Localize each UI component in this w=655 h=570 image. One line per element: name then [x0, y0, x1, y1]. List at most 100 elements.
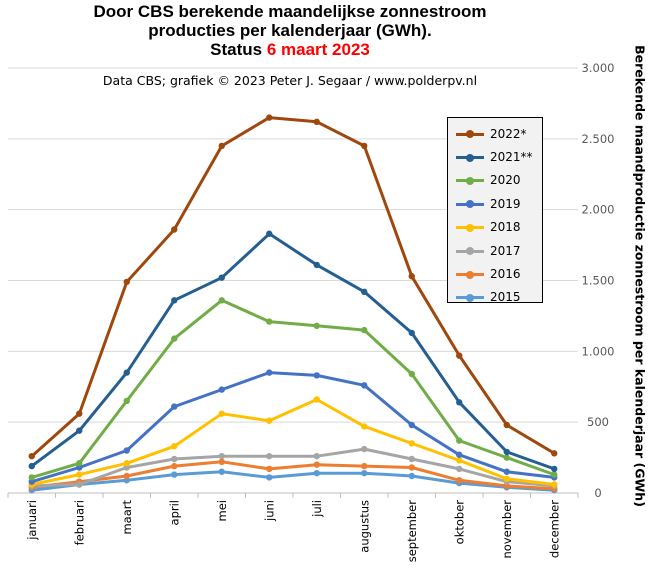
- data-point: [218, 468, 225, 475]
- series-line: [30, 298, 556, 479]
- data-point: [313, 469, 320, 477]
- legend-label: 2021**: [490, 150, 533, 165]
- y-axis-title-wrap: Berekende maandproductie zonnestroom per…: [628, 45, 652, 507]
- data-point: [76, 427, 83, 434]
- legend-label: 2016: [490, 267, 521, 282]
- y-tick-label: 1.500: [582, 274, 615, 288]
- x-tick-label: juli: [310, 500, 324, 518]
- data-point: [551, 450, 558, 457]
- x-tick-label: december: [547, 500, 561, 558]
- legend-item: 2022*: [456, 122, 542, 145]
- data-point: [408, 455, 415, 463]
- data-point: [361, 382, 368, 389]
- data-point: [361, 469, 368, 477]
- data-point: [408, 329, 415, 337]
- title-status-date: 6 maart 2023: [266, 40, 370, 59]
- legend-swatch: [456, 127, 484, 141]
- data-point: [361, 142, 368, 150]
- data-point: [408, 472, 415, 480]
- legend-swatch: [456, 244, 484, 258]
- series-layer: [28, 114, 558, 494]
- data-point: [266, 465, 273, 473]
- data-point: [266, 417, 273, 424]
- data-point: [551, 481, 558, 488]
- legend-item: 2021**: [456, 145, 542, 168]
- data-point: [123, 369, 130, 376]
- data-point: [171, 471, 178, 478]
- series-line: [30, 232, 556, 471]
- data-point: [76, 471, 83, 478]
- series-line: [30, 460, 556, 491]
- x-tick-label: augustus: [357, 500, 371, 553]
- data-point: [76, 410, 83, 417]
- legend-label: 2022*: [490, 126, 527, 141]
- data-point: [171, 297, 178, 304]
- data-point: [456, 465, 463, 473]
- x-tick-label: maart: [120, 500, 134, 535]
- data-point: [456, 477, 463, 484]
- series-2018: [28, 396, 558, 488]
- data-point: [503, 448, 510, 456]
- data-point: [218, 386, 225, 393]
- y-tick-label: 1.000: [582, 344, 615, 358]
- series-2022: [28, 114, 558, 460]
- data-point: [266, 452, 273, 460]
- data-point: [218, 410, 225, 417]
- data-point: [266, 474, 273, 481]
- data-point: [171, 403, 178, 410]
- legend-swatch: [456, 220, 484, 234]
- data-point: [313, 372, 320, 379]
- data-point: [361, 326, 368, 334]
- series-2021: [28, 230, 558, 473]
- x-tick-label: november: [500, 500, 514, 559]
- series-2015: [28, 468, 558, 494]
- legend-label: 2020: [490, 173, 521, 188]
- legend-swatch: [456, 150, 484, 164]
- data-point: [218, 142, 225, 150]
- legend-item: 2020: [456, 169, 542, 192]
- legend-label: 2017: [490, 243, 521, 258]
- data-point: [266, 230, 273, 237]
- data-point: [456, 399, 463, 406]
- tick-labels: 0 500 1.000 1.500 2.000 2.500 3.000 januari febr…: [25, 61, 615, 562]
- y-tick-label: 500: [587, 415, 609, 429]
- x-tick-label: oktober: [452, 500, 466, 545]
- data-point: [76, 481, 83, 488]
- data-point: [551, 471, 558, 478]
- title-line-3: Status 6 maart 2023: [0, 40, 580, 59]
- data-point: [408, 273, 415, 280]
- data-point: [218, 274, 225, 281]
- chart-title: Door CBS berekende maandelijkse zonnestr…: [0, 2, 580, 59]
- chart-subtitle: Data CBS; grafiek © 2023 Peter J. Segaar…: [102, 73, 478, 88]
- data-point: [361, 423, 368, 430]
- x-tick-label: september: [405, 500, 419, 563]
- y-tick-label: 0: [594, 486, 601, 500]
- data-point: [503, 475, 510, 483]
- y-tick-label: 3.000: [582, 61, 615, 75]
- series-line: [30, 116, 556, 458]
- chart-legend: 2022* 2021** 2020 2019 2018 2017 2016 2015: [447, 117, 543, 304]
- data-point: [361, 445, 368, 453]
- data-point: [408, 370, 415, 378]
- data-point: [456, 451, 463, 458]
- data-point: [408, 440, 415, 447]
- data-point: [218, 297, 225, 304]
- data-point: [503, 468, 510, 475]
- legend-swatch: [456, 290, 484, 304]
- x-tick-label: juni: [262, 500, 276, 522]
- data-point: [313, 261, 320, 269]
- data-point: [171, 226, 178, 233]
- data-point: [171, 335, 178, 342]
- data-point: [28, 474, 35, 481]
- legend-item: 2018: [456, 216, 542, 239]
- data-point: [123, 397, 130, 405]
- data-point: [456, 437, 463, 444]
- data-point: [76, 460, 83, 467]
- data-point: [266, 114, 273, 121]
- data-point: [313, 322, 320, 330]
- title-line-1: Door CBS berekende maandelijkse zonnestr…: [93, 2, 487, 21]
- series-line: [30, 398, 556, 486]
- x-tick-label: mei: [215, 500, 229, 521]
- y-tick-label: 2.000: [582, 203, 615, 217]
- data-point: [361, 462, 368, 470]
